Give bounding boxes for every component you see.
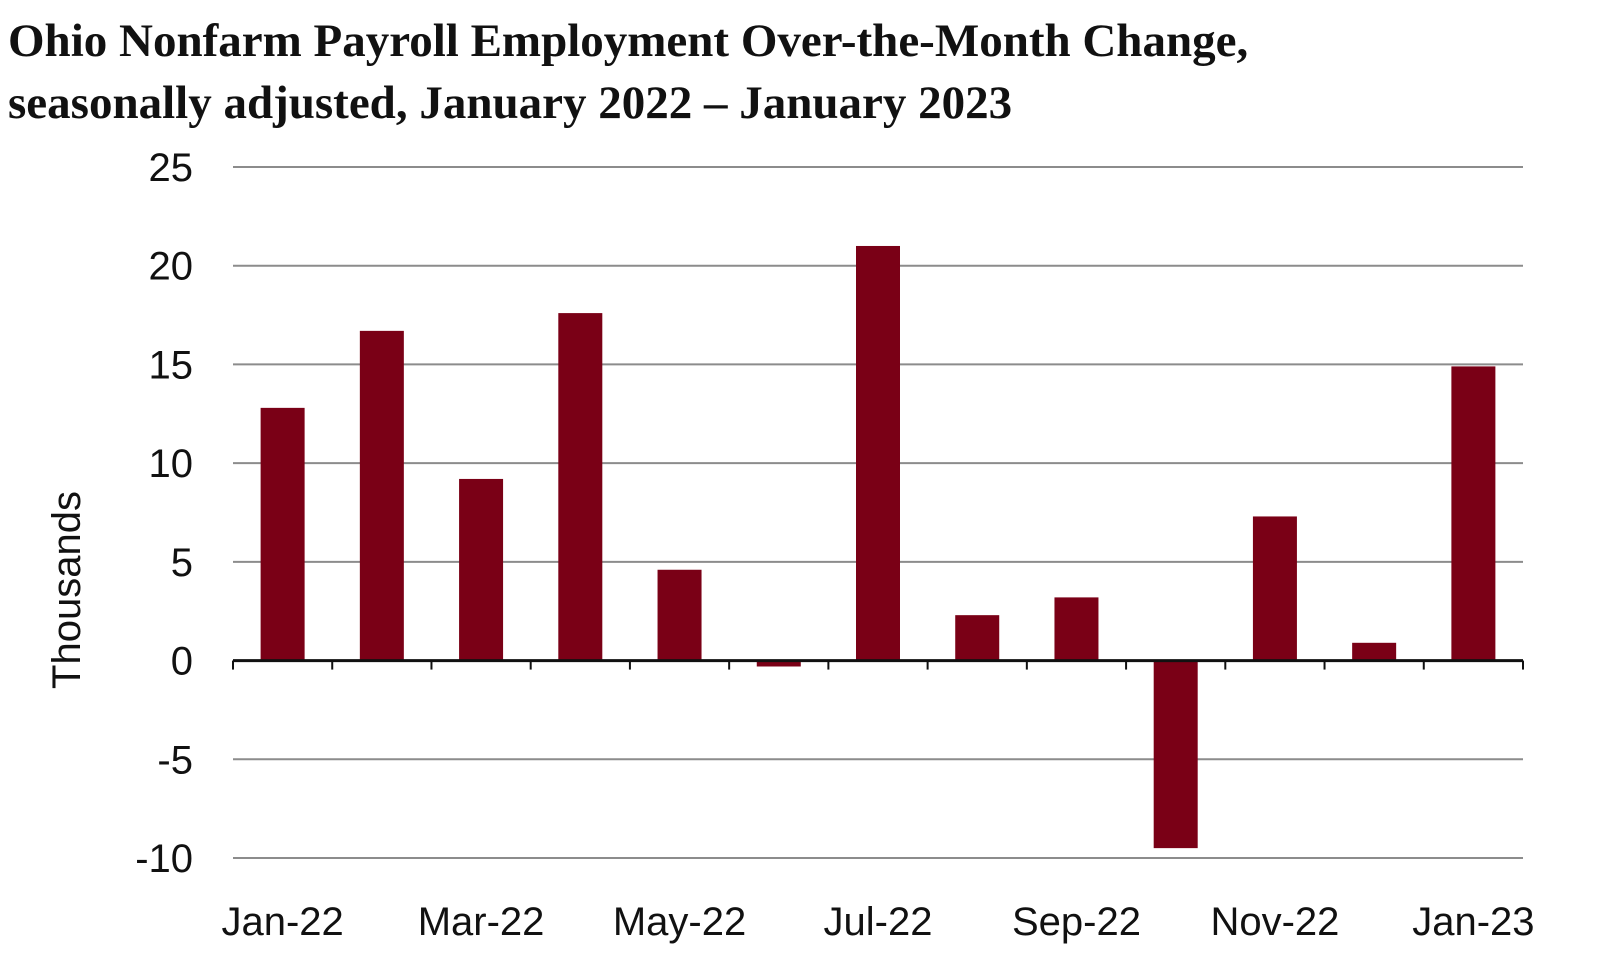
x-tick-label: May-22 (613, 900, 746, 944)
y-axis-ticks: 25 20 15 10 5 0 -5 -10 (135, 146, 193, 881)
y-tick-label: -10 (135, 837, 193, 881)
x-axis (232, 659, 1524, 670)
x-tick-label: Nov-22 (1210, 900, 1339, 944)
bar-nov-22 (1252, 516, 1297, 661)
x-axis-ticks: Jan-22 Mar-22 May-22 Jul-22 Sep-22 Nov-22 Jan-… (221, 900, 1534, 944)
chart-title: Ohio Nonfarm Payroll Employment Over-the… (8, 10, 1588, 134)
bar-mar-22 (459, 478, 504, 661)
y-tick-label: 15 (149, 343, 194, 387)
bar-jun-22 (756, 660, 801, 667)
y-axis-label: Thousands (45, 491, 89, 689)
bar-sep-22 (1054, 597, 1099, 661)
bar-oct-22 (1153, 660, 1198, 849)
bar-jan-23 (1451, 366, 1496, 661)
x-tick-label: Jan-23 (1412, 900, 1534, 944)
bar-jul-22 (856, 245, 900, 661)
y-tick-label: -5 (157, 738, 193, 782)
y-tick-label: 20 (149, 245, 194, 289)
y-tick-label: 0 (171, 640, 193, 684)
x-tick-label: Jan-22 (221, 900, 343, 944)
chart-subtitle: seasonally adjusted, January 2022 – Janu… (8, 77, 1013, 129)
y-tick-label: 25 (149, 146, 194, 190)
bar-may-22 (657, 569, 702, 661)
bar-jan-22 (260, 407, 305, 661)
y-tick-label: 10 (149, 442, 194, 486)
bar-feb-22 (359, 330, 404, 661)
bar-aug-22 (955, 615, 1000, 661)
x-tick-label: Jul-22 (824, 900, 933, 944)
y-tick-label: 5 (171, 541, 193, 585)
chart-title-line1: Ohio Nonfarm Payroll Employment Over-the… (8, 15, 1249, 67)
bar-apr-22 (558, 313, 603, 661)
bars (260, 245, 1496, 849)
bar-dec-22 (1352, 642, 1397, 661)
x-tick-label: Sep-22 (1012, 900, 1141, 944)
x-tick-label: Mar-22 (418, 900, 545, 944)
